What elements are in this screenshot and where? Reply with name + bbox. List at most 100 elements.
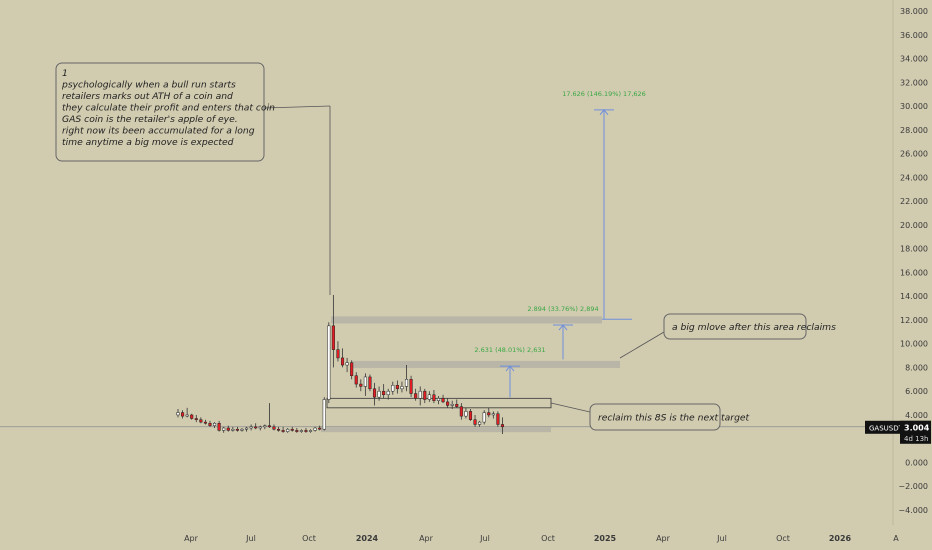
note-psychology-text: 1 [62, 68, 68, 79]
symbol-label: GASUSDT [869, 424, 904, 432]
candle[interactable] [400, 386, 404, 390]
candle[interactable] [450, 404, 454, 406]
note-big-move-text: a big mlove after this area reclaims [672, 322, 836, 333]
callout-pointer [263, 105, 331, 109]
candle[interactable] [235, 428, 239, 431]
candle[interactable] [258, 426, 262, 429]
candle[interactable] [340, 357, 345, 366]
candle[interactable] [432, 394, 436, 401]
candle[interactable] [455, 404, 459, 407]
candle[interactable] [473, 419, 477, 425]
candle[interactable] [382, 390, 386, 396]
candle[interactable] [322, 399, 326, 430]
candle[interactable] [295, 430, 299, 432]
x-tick-label: 2024 [356, 534, 379, 543]
zone-top[interactable] [331, 316, 602, 324]
price-range-arrow [558, 324, 568, 331]
candle[interactable] [372, 388, 377, 398]
candle[interactable] [327, 325, 331, 400]
candle[interactable] [213, 423, 217, 426]
candle[interactable] [185, 414, 189, 417]
candle[interactable] [276, 428, 281, 431]
y-tick-label: 18.000 [900, 245, 928, 254]
candle[interactable] [249, 426, 253, 429]
candle[interactable] [226, 427, 230, 431]
price-range-label: 17.626 (146.19%) 17,626 [562, 90, 646, 98]
candle[interactable] [423, 390, 427, 400]
candle[interactable] [350, 362, 354, 376]
note-psychology[interactable] [55, 62, 265, 162]
candle[interactable] [436, 398, 441, 401]
candle[interactable] [217, 423, 221, 431]
countdown-label: 4d 13h [904, 435, 928, 443]
candle[interactable] [290, 428, 294, 431]
candle[interactable] [414, 393, 418, 399]
candle[interactable] [386, 390, 390, 396]
price-range-arrow [599, 109, 609, 116]
candle[interactable] [478, 421, 482, 425]
candle[interactable] [231, 428, 235, 431]
y-tick-label: 4.000 [905, 411, 928, 420]
y-tick-label: 34.000 [900, 55, 928, 64]
candle[interactable] [313, 427, 317, 431]
candle[interactable] [500, 424, 505, 428]
candle[interactable] [308, 430, 313, 432]
zone-middle[interactable] [352, 360, 620, 369]
candle[interactable] [254, 426, 258, 429]
candle[interactable] [459, 406, 463, 417]
last-price-tag[interactable] [900, 420, 931, 444]
candle[interactable] [203, 421, 207, 424]
candle[interactable] [336, 349, 340, 359]
candle[interactable] [409, 379, 413, 394]
candle[interactable] [468, 411, 473, 420]
note-big-move[interactable] [663, 313, 807, 340]
y-tick-label: 8.000 [905, 363, 928, 372]
candle[interactable] [363, 376, 367, 387]
candle[interactable] [487, 412, 491, 416]
candle[interactable] [331, 325, 335, 350]
candle[interactable] [222, 427, 226, 431]
candle[interactable] [208, 423, 212, 426]
candle[interactable] [272, 426, 276, 430]
y-tick-label: 12.000 [900, 316, 928, 325]
candle[interactable] [354, 375, 358, 385]
candle[interactable] [286, 428, 290, 432]
candle[interactable] [199, 419, 203, 423]
candle[interactable] [441, 398, 445, 403]
candle[interactable] [281, 430, 285, 432]
candle[interactable] [267, 425, 271, 428]
candle[interactable] [404, 379, 409, 387]
candle[interactable] [299, 430, 303, 432]
note-psychology-text: they calculate their profit and enters t… [62, 103, 275, 114]
candle[interactable] [190, 414, 194, 419]
candle[interactable] [181, 412, 185, 417]
candle[interactable] [482, 412, 486, 423]
candle[interactable] [391, 385, 395, 392]
note-psychology-text: psychologically when a bull run starts [61, 80, 236, 91]
candle[interactable] [263, 425, 267, 428]
candle[interactable] [395, 385, 399, 390]
x-tick-label: Oct [541, 534, 555, 543]
candle[interactable] [345, 362, 349, 366]
candle[interactable] [446, 401, 450, 406]
candle[interactable] [304, 430, 308, 432]
candle[interactable] [377, 390, 381, 398]
candle[interactable] [464, 411, 468, 417]
note-reclaim[interactable] [589, 403, 721, 431]
candle[interactable] [240, 428, 244, 431]
zone-bottom[interactable] [321, 427, 551, 433]
candle[interactable] [491, 413, 495, 416]
candle[interactable] [176, 412, 180, 416]
x-tick-label: Oct [776, 534, 790, 543]
candle[interactable] [368, 376, 372, 390]
candle[interactable] [496, 413, 500, 425]
candle[interactable] [359, 383, 363, 387]
candle[interactable] [427, 394, 431, 400]
candle[interactable] [418, 390, 422, 399]
candle[interactable] [194, 418, 198, 420]
y-tick-label: 24.000 [900, 173, 928, 182]
candle[interactable] [318, 427, 322, 430]
candle[interactable] [245, 427, 249, 430]
price-range-label: 2.894 (33.76%) 2,894 [527, 305, 598, 313]
